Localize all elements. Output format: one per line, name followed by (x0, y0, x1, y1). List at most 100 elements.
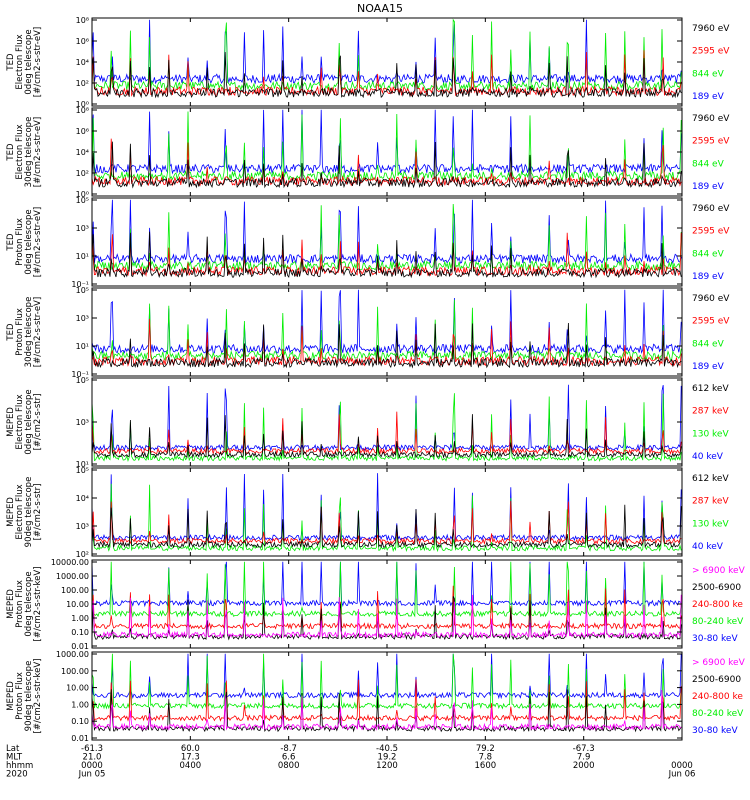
panel-6-ytick-label-4: 100.00 (61, 586, 89, 595)
x-row-0-value-5: -67.3 (573, 744, 595, 754)
panel-3-legend-2: 844 eV (692, 339, 725, 349)
panel-5-ylabel-1: Electron Flux (15, 484, 25, 539)
panel-3-ylabel-3: [#/cm2-s-str-eV] (33, 297, 43, 367)
panel-4-ytick-label-2: 10⁵ (76, 376, 89, 385)
panel-0-ylabel-3: [#/cm2-s-str-eV] (33, 27, 43, 97)
panel-5-legend-2: 130 keV (692, 519, 729, 529)
panel-7-ylabel-2: 90deg telescope (24, 661, 34, 732)
x-row-1-value-0: 21.0 (83, 753, 102, 763)
panel-5-ytick-label-3: 10⁵ (76, 466, 89, 475)
panel-3-traces (92, 289, 682, 369)
x-row-2-value-1: 0400 (180, 761, 202, 771)
panel-2-trace-3 (92, 199, 682, 265)
panel-2-legend-3: 189 eV (692, 272, 725, 282)
x-row-0-value-0: -61.3 (81, 744, 103, 754)
panel-5-ylabel-3: [#/cm2-s-str] (33, 484, 43, 541)
panel-2-legend-2: 844 eV (692, 249, 725, 259)
panel-4-legend-2: 130 keV (692, 429, 729, 439)
panel-0-legend-0: 7960 eV (692, 24, 730, 34)
panel-4: 10¹ 10³ 10⁵ MEPED Electron Flux 0deg telescop… (6, 376, 729, 469)
panel-1-trace-2 (92, 111, 682, 182)
x-row-0-value-2: -8.7 (280, 744, 297, 754)
panel-5-ylabel-0: MEPED (6, 497, 16, 527)
panel-2-ylabel-3: [#/cm2-s-str-eV] (33, 207, 43, 277)
chart-title: NOAA15 (357, 2, 403, 15)
panel-2-ytick-label-2: 10³ (76, 224, 89, 233)
panel-0-legend-1: 2595 eV (692, 47, 730, 57)
panel-5-legend-3: 40 keV (692, 542, 724, 552)
panel-5-traces (92, 473, 682, 553)
panel-5-trace-0 (92, 504, 682, 549)
panel-7-ytick-label-1: 0.10 (71, 717, 89, 726)
panel-3-ylabel-0: TED (6, 323, 16, 342)
panel-0-ylabel-2: 0deg telescope (24, 29, 34, 94)
panel-0-traces (92, 18, 682, 99)
panel-5: 10² 10³ 10⁴ 10⁵ MEPED Electron Flux 90deg tele… (6, 466, 729, 559)
panel-0-ytick-label-4: 10⁸ (76, 16, 89, 25)
x-row-label-3: 2020 (6, 770, 28, 780)
panel-7: 0.01 0.10 1.00 10.00 100.00 1000.00 MEPED Proto… (6, 650, 746, 743)
panel-0-ylabel-1: Electron Flux (15, 34, 25, 89)
panel-2-trace-0 (92, 231, 682, 279)
panel-6-ytick-label-6: 10000.00 (51, 558, 89, 567)
x-row-2-value-4: 1600 (475, 761, 497, 771)
panel-0-ytick-label-2: 10⁴ (76, 58, 89, 67)
x-row-0-value-3: -40.5 (376, 744, 398, 754)
panel-3-trace-1 (92, 318, 682, 367)
panel-7-ylabel-0: MEPED (6, 681, 16, 711)
x-row-0-value-1: 60.0 (181, 744, 200, 754)
panel-6-legend-0: > 6900 keV (692, 566, 746, 576)
panel-4-ylabel-0: MEPED (6, 407, 16, 437)
panel-1-trace-3 (92, 109, 682, 175)
panel-3-ytick-label-2: 10³ (76, 314, 89, 323)
x-row-2-value-3: 1200 (376, 761, 398, 771)
panel-7-legend-3: 80-240 keV (692, 709, 744, 719)
panel-7-traces (92, 653, 682, 733)
panel-6-ytick-label-3: 10.00 (66, 600, 89, 609)
panel-1-ytick-label-2: 10⁴ (76, 148, 89, 157)
panel-5-legend-1: 287 keV (692, 497, 729, 507)
panel-4-ytick-label-1: 10³ (76, 418, 89, 427)
panel-0-ytick-label-3: 10⁶ (76, 37, 89, 46)
panel-1-trace-0 (92, 141, 682, 189)
panel-4-traces (92, 384, 682, 462)
x-row-label-2: hhmm (6, 761, 33, 771)
x-row-1-value-3: 19.2 (378, 753, 397, 763)
panel-7-trace-4 (92, 653, 682, 700)
panel-7-ytick-label-5: 1000.00 (56, 650, 89, 659)
panel-6-legend-2: 240-800 ke (692, 600, 743, 610)
panel-3-ytick-label-0: 10⁻¹ (71, 370, 89, 379)
panel-7-ytick-label-2: 1.00 (71, 700, 89, 709)
panel-1-legend-2: 844 eV (692, 159, 725, 169)
panel-2: 10⁻¹ 10¹ 10³ 10⁵ TED Proton Flux 0deg telescop… (6, 196, 730, 289)
panel-1-ytick-label-4: 10⁸ (76, 106, 89, 115)
panel-7-legend-4: 30-80 keV (692, 726, 738, 736)
panel-7-trace-2 (92, 679, 682, 722)
x-row-3-value-0: Jun 05 (78, 770, 106, 780)
panel-4-trace-3 (92, 384, 682, 452)
panel-6-trace-0 (92, 594, 682, 639)
x-row-2-value-5: 2000 (573, 761, 595, 771)
panel-3-legend-1: 2595 eV (692, 317, 730, 327)
panel-6-legend-4: 30-80 keV (692, 634, 738, 644)
panel-3-legend-0: 7960 eV (692, 294, 730, 304)
panel-4-legend-3: 40 keV (692, 452, 724, 462)
panel-2-ytick-label-0: 10⁻¹ (71, 280, 89, 289)
panel-0-trace-0 (92, 51, 682, 99)
panel-3-trace-3 (92, 289, 682, 355)
x-row-label-0: Lat (6, 744, 20, 754)
panel-3-legend-3: 189 eV (692, 362, 725, 372)
panel-3-trace-0 (92, 322, 682, 369)
x-row-0-value-4: 79.2 (476, 744, 495, 754)
panel-2-ylabel-0: TED (6, 233, 16, 252)
x-row-1-value-2: 6.6 (282, 753, 296, 763)
panel-4-ytick-label-0: 10¹ (76, 460, 89, 469)
panel-2-ylabel-2: 0deg telescope (24, 209, 34, 274)
panel-3-ylabel-1: Proton Flux (15, 308, 25, 356)
panel-1-traces (92, 109, 682, 189)
panel-6-legend-3: 80-240 keV (692, 617, 744, 627)
panel-5-ylabel-2: 90deg telescope (24, 477, 34, 548)
panel-2-legend-1: 2595 eV (692, 227, 730, 237)
panel-1-legend-0: 7960 eV (692, 114, 730, 124)
